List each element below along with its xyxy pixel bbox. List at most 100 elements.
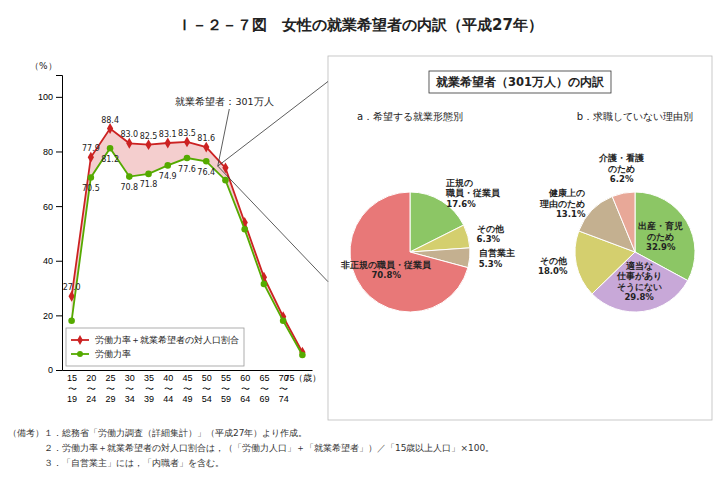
pie-label: 非正規の職員・従業員 [340,260,432,270]
x-tick-label: 35〜39 [144,373,154,404]
legend-label: 労働力率＋就業希望者の対人口割合 [95,335,239,345]
x-tick-label: 25〜29 [106,373,116,404]
pie-label: 健康上の [548,188,585,198]
data-label: 74.9 [159,172,177,181]
x-tick-label-line: 19 [67,394,77,404]
pie-label: 正規の [445,178,473,188]
y-axis-title: （%） [30,61,57,71]
pie-label: 自営業主 [479,248,515,258]
data-label: 77.6 [178,165,196,174]
data-label: 82.5 [140,132,158,141]
y-tick-mark [56,206,62,207]
y-tick: 100 [38,92,62,102]
series-marker [107,145,114,152]
series-marker [280,318,287,325]
y-tick: 60 [43,201,62,211]
y-tick-label: 60 [43,201,53,211]
x-tick: 50〜54 [202,373,212,404]
series-marker [184,136,190,147]
x-tick-label-line: 60 [240,373,250,383]
note: ３．「自営業主」には，「内職者」を含む。 [8,458,224,468]
x-tick: 60〜64 [240,373,250,404]
x-tick-label-line: 40 [163,373,173,383]
x-tick-label: 55〜59 [221,373,231,404]
x-axis: 15〜1920〜2425〜2930〜3435〜3940〜4445〜4950〜54… [63,371,322,405]
x-tick-label-line: 〜 [87,384,96,394]
x-tick-label: 15〜19 [67,373,77,404]
series-marker [165,138,171,149]
x-tick: 35〜39 [144,373,154,404]
data-label: 81.2 [101,155,119,164]
x-tick-label-line: 74 [279,394,289,404]
y-tick-label: 20 [43,311,53,321]
y-tick: 20 [43,311,62,321]
annotation: 就業希望者：301万人 [175,96,273,107]
title: Ｉ－２－７図 女性の就業希望者の内訳（平成27年） [177,16,543,34]
x-tick-label-line: 50 [202,373,212,383]
y-tick-mark [56,370,62,371]
pie-label: 29.8% [624,292,654,302]
pie-label: 仕事があり [616,271,662,281]
series-line [72,148,303,355]
note: （備考）１．総務省「労働力調査（詳細集計）」（平成27年）より作成。 [8,428,307,438]
series-marker [126,173,133,180]
pie-title: b．求職していない理由別 [577,111,693,122]
pie-label: 17.6% [446,199,476,209]
pie-label: のため [608,164,635,174]
y-tick-label: 0 [48,365,53,375]
y-tick-mark [56,97,62,98]
series-marker [241,226,248,233]
pie-label: 出産・育児 [638,220,683,231]
series-marker [145,171,152,178]
series-marker [164,162,171,169]
plot-area [68,123,305,358]
y-tick-label: 100 [38,92,53,102]
x-tick-label: 40〜44 [163,373,173,404]
pie-label: 6.2% [610,174,634,184]
x-tick-label-line: 25 [106,373,116,383]
data-label: 70.8 [120,183,138,192]
series-marker [222,177,229,184]
annotation-line [218,109,230,166]
subtitle-frame [429,71,611,93]
legend-symbol [77,335,83,345]
x-tick-label-line: 〜 [241,384,250,394]
pie-label: 13.1% [556,209,586,219]
x-tick-label: 30〜34 [125,373,135,404]
x-tick: 65〜69 [259,373,269,404]
data-label: 71.8 [140,180,158,189]
data-label: 88.4 [101,116,119,125]
legend-symbol [77,351,83,357]
x-tick: 25〜29 [106,373,116,404]
x-tick: 40〜44 [163,373,173,404]
series-marker [107,123,113,134]
series-marker [261,281,268,288]
series-marker [88,152,94,163]
x-tick-label-line: 35 [144,373,154,383]
pie-label: その他 [540,256,568,266]
x-tick: 45〜49 [182,373,192,404]
x-tick-label-line: 〜 [125,384,134,394]
y-axis: 020406080100 [38,76,63,376]
y-tick-mark [56,315,62,316]
series-marker [203,158,210,165]
x-tick-label: 50〜54 [202,373,212,404]
x-tick-label-line: 44 [163,394,173,404]
pie-label: 介護・看護 [598,153,644,163]
x-tick: 15〜19 [67,373,77,404]
pie-title: a．希望する就業形態別 [357,111,463,122]
x-tick-label-line: 〜 [106,384,115,394]
pie-slice [410,225,470,252]
x-tick-label-line: 64 [240,394,250,404]
x-tick-label-line: 15 [67,373,77,383]
pie-panel [328,56,712,420]
x-tick-label-line: 〜 [145,384,154,394]
x-tick-label-line: 75（歳） [284,373,321,383]
series-marker [184,155,191,162]
x-tick-label-line: 30 [125,373,135,383]
x-tick-label-line: 59 [221,394,231,404]
y-tick: 80 [43,147,62,157]
x-tick-label-line: 55 [221,373,231,383]
y-axis-line [56,76,63,371]
data-label: 27.0 [63,283,81,292]
